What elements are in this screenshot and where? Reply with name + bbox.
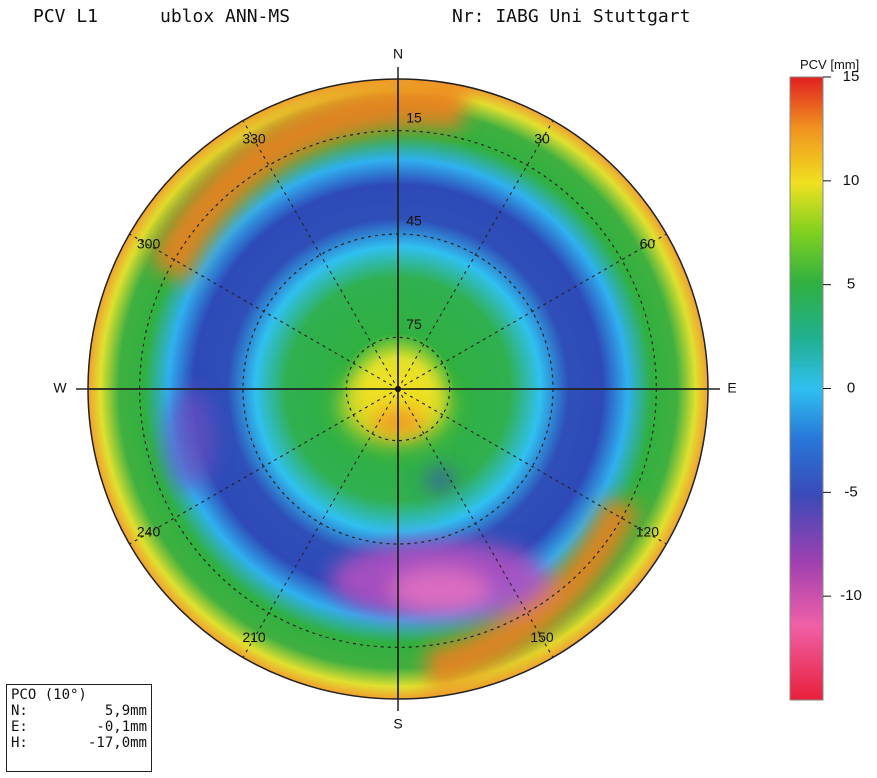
cardinal-w: W (53, 380, 67, 396)
azimuth-label-60: 60 (640, 236, 656, 252)
colorbar-ticks: 15 10 5 0 -5 -10 (823, 68, 862, 604)
azimuth-spoke-120 (397, 388, 667, 545)
header-left: PCV L1 (33, 6, 99, 27)
azimuth-spoke-150 (397, 388, 554, 658)
azimuth-spoke-330 (242, 120, 399, 390)
azimuth-label-150: 150 (530, 629, 554, 645)
azimuth-label-300: 300 (137, 236, 161, 252)
pco-box: PCO (10°) N: 5,9mm E: -0,1mm H: -17,0mm (6, 684, 152, 772)
azimuth-spoke-210 (242, 388, 399, 658)
pco-row-h: H: -17,0mm (11, 735, 147, 751)
colorbar-tick-label--5: -5 (844, 483, 857, 500)
azimuth-label-30: 30 (534, 130, 550, 146)
colorbar-tick-label--10: -10 (840, 587, 862, 604)
pco-row-n: N: 5,9mm (11, 703, 147, 719)
pco-label-n: N: (11, 703, 28, 719)
zenith-dot (395, 386, 401, 392)
polar-grid (76, 67, 720, 711)
azimuth-spoke-30 (397, 120, 554, 390)
pco-title: PCO (10°) (11, 687, 87, 703)
elevation-label-45: 45 (406, 213, 422, 229)
header-right: Nr: IABG Uni Stuttgart (452, 6, 691, 27)
cardinal-e: E (727, 380, 736, 396)
pco-label-h: H: (11, 735, 28, 751)
pco-value-n: 5,9mm (104, 703, 147, 719)
elevation-label-15: 15 (406, 109, 422, 125)
header-antenna: ublox ANN-MS (160, 6, 291, 27)
elevation-label-75: 75 (406, 316, 422, 332)
azimuth-spoke-60 (397, 233, 667, 390)
azimuth-label-120: 120 (636, 524, 660, 540)
azimuth-spoke-240 (129, 388, 399, 545)
colorbar-tick-label-0: 0 (847, 379, 855, 396)
pco-label-e: E: (11, 719, 28, 735)
cardinal-s: S (393, 716, 402, 732)
azimuth-label-240: 240 (137, 524, 161, 540)
colorbar-tick-label-15: 15 (843, 68, 860, 85)
colorbar-gradient (790, 77, 823, 700)
colorbar-tick-label-10: 10 (843, 172, 860, 189)
pco-value-h: -17,0mm (87, 735, 147, 751)
azimuth-label-330: 330 (242, 130, 266, 146)
pco-row-e: E: -0,1mm (11, 719, 147, 735)
colorbar: PCV [mm] 15 10 5 0 -5 -10 (789, 57, 862, 701)
azimuth-spoke-300 (129, 233, 399, 390)
cardinal-n: N (393, 46, 403, 62)
pco-value-e: -0,1mm (96, 719, 147, 735)
colorbar-label: PCV [mm] (800, 57, 859, 72)
azimuth-label-210: 210 (242, 629, 266, 645)
grid-labels: N E S W 30 60 120 150 210 240 300 330 15 45 75 (53, 46, 736, 732)
colorbar-tick-label-5: 5 (847, 276, 855, 293)
